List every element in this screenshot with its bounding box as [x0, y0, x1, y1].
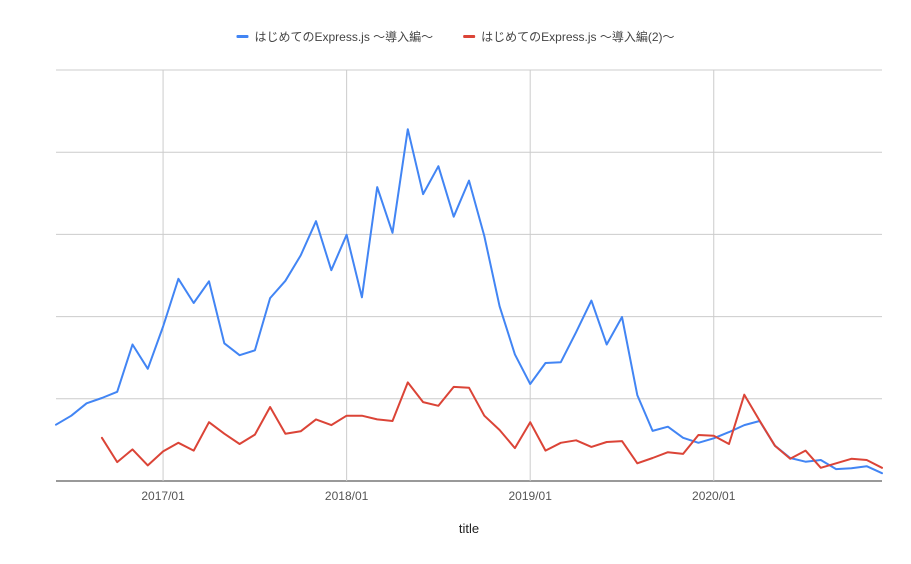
- x-tick-label: 2020/01: [692, 489, 736, 503]
- series-lines: [55, 128, 883, 475]
- legend: はじめてのExpress.js 〜導入編〜 はじめてのExpress.js 〜導入…: [236, 29, 675, 44]
- legend-item-1[interactable]: はじめてのExpress.js 〜導入編〜: [236, 29, 433, 44]
- series-line-2: [100, 381, 883, 469]
- legend-swatch: [463, 35, 476, 38]
- series-line-1: [55, 128, 883, 475]
- grid: [56, 69, 882, 482]
- x-tick-label: 2017/01: [141, 489, 185, 503]
- legend-item-2[interactable]: はじめてのExpress.js 〜導入編(2)〜: [463, 29, 675, 44]
- x-tick-label: 2019/01: [508, 489, 552, 503]
- legend-swatch: [236, 35, 249, 38]
- legend-label: はじめてのExpress.js 〜導入編(2)〜: [481, 29, 674, 44]
- legend-label: はじめてのExpress.js 〜導入編〜: [254, 29, 433, 44]
- x-axis-ticks: 2017/01 2018/01 2019/01 2020/01: [141, 489, 735, 503]
- x-tick-label: 2018/01: [325, 489, 369, 503]
- x-axis-title: title: [459, 521, 479, 536]
